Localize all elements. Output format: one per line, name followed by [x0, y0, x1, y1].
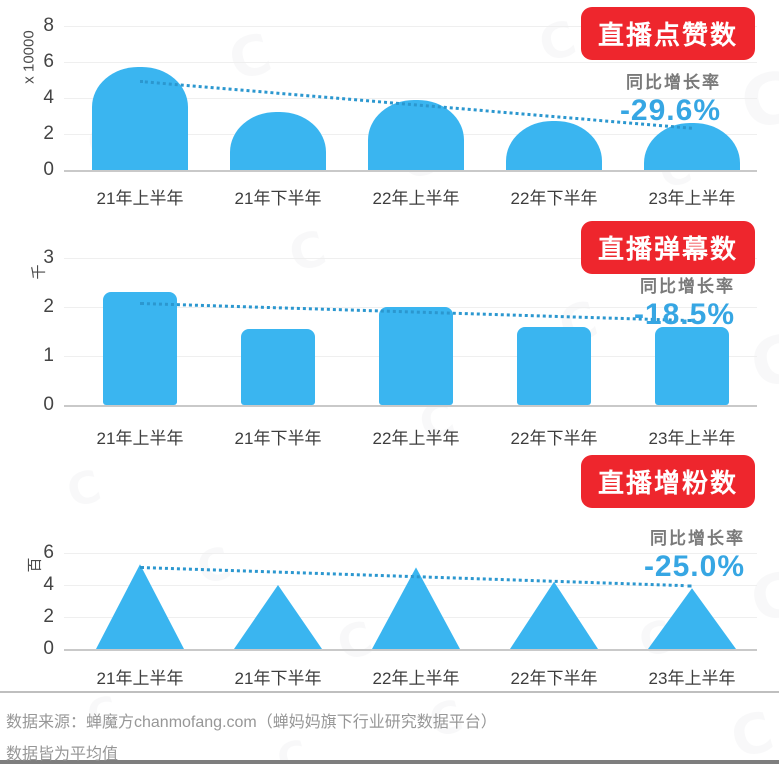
chart3-growth-value: -25.0%	[643, 550, 745, 583]
data-note-text: 数据皆为平均值	[6, 746, 119, 763]
y-tick-label: 2	[43, 296, 54, 317]
chart1-growth-value: -29.6%	[619, 94, 721, 127]
x-axis-label: 23年上半年	[648, 669, 736, 688]
y-tick-label: 0	[43, 394, 54, 415]
gridline	[64, 98, 757, 99]
y-tick-label: 6	[43, 51, 54, 72]
y-tick-label: 4	[43, 574, 54, 595]
y-tick-label: 2	[43, 606, 54, 627]
data-shape-dome	[506, 121, 602, 170]
x-axis-label: 22年下半年	[510, 189, 598, 208]
gridline	[64, 62, 757, 63]
chart3-title-badge: 直播增粉数	[580, 455, 755, 508]
data-shape-dome	[92, 67, 188, 170]
chart2-title-badge: 直播弹幕数	[580, 221, 755, 274]
watermark-icon: C	[742, 319, 779, 406]
x-axis-label: 21年下半年	[234, 189, 322, 208]
gridline	[64, 26, 757, 27]
x-axis-label: 22年下半年	[510, 429, 598, 448]
data-source-text: 数据来源：蝉魔方chanmofang.com（蝉妈妈旗下行业研究数据平台）	[6, 714, 497, 731]
chart2-growth-label: 同比增长率	[640, 277, 735, 296]
x-axis-label: 22年上半年	[372, 669, 460, 688]
data-shape-dome	[368, 99, 464, 170]
chart1-growth-block: 同比增长率 -29.6%	[620, 68, 721, 128]
data-shape-triangle	[372, 567, 460, 649]
data-shape-bar	[103, 292, 177, 405]
x-axis-label: 22年上半年	[372, 429, 460, 448]
watermark-icon: C	[61, 460, 107, 519]
x-axis-label: 23年上半年	[648, 429, 736, 448]
y-tick-label: 6	[43, 542, 54, 563]
y-tick-label: 0	[43, 638, 54, 659]
data-shape-triangle	[510, 581, 598, 649]
watermark-icon: C	[723, 698, 779, 764]
watermark-icon: C	[331, 610, 379, 672]
x-axis-label: 21年上半年	[96, 429, 184, 448]
gridline	[64, 258, 757, 259]
chart2-growth-block: 同比增长率 -18.5%	[634, 272, 735, 332]
watermark-icon: C	[743, 558, 779, 638]
y-tick-label: 3	[43, 247, 54, 268]
chart3-growth-block: 同比增长率 -25.0%	[644, 524, 745, 584]
y-tick-label: 2	[43, 123, 54, 144]
x-axis-label: 21年上半年	[96, 189, 184, 208]
gridline	[64, 553, 757, 554]
data-shape-triangle	[648, 588, 736, 649]
x-axis-label: 23年上半年	[648, 189, 736, 208]
chart1-growth-label: 同比增长率	[626, 73, 721, 92]
data-shape-bar	[241, 329, 315, 405]
x-axis-label: 22年上半年	[372, 189, 460, 208]
y-tick-label: 1	[43, 345, 54, 366]
footer-divider	[0, 691, 779, 693]
data-shape-triangle	[96, 564, 184, 649]
y-tick-label: 8	[43, 15, 54, 36]
data-shape-bar	[655, 326, 729, 405]
watermark-icon: C	[731, 54, 779, 148]
x-axis-baseline	[64, 170, 757, 172]
x-axis-label: 22年下半年	[510, 669, 598, 688]
bottom-border	[0, 760, 779, 764]
data-shape-dome	[230, 112, 326, 170]
y-tick-label: 0	[43, 159, 54, 180]
x-axis-baseline	[64, 405, 757, 407]
x-axis-label: 21年下半年	[234, 669, 322, 688]
x-axis-baseline	[64, 649, 757, 651]
chart2-growth-value: -18.5%	[633, 298, 735, 331]
data-shape-bar	[379, 307, 453, 405]
watermark-icon: C	[221, 20, 279, 94]
watermark-icon: C	[282, 220, 333, 284]
x-axis-label: 21年上半年	[96, 669, 184, 688]
data-shape-bar	[517, 326, 591, 405]
chart3-growth-label: 同比增长率	[650, 529, 745, 548]
data-shape-dome	[644, 123, 740, 170]
x-axis-label: 21年下半年	[234, 429, 322, 448]
chart1-title-badge: 直播点赞数	[580, 7, 755, 60]
y-tick-label: 4	[43, 87, 54, 108]
